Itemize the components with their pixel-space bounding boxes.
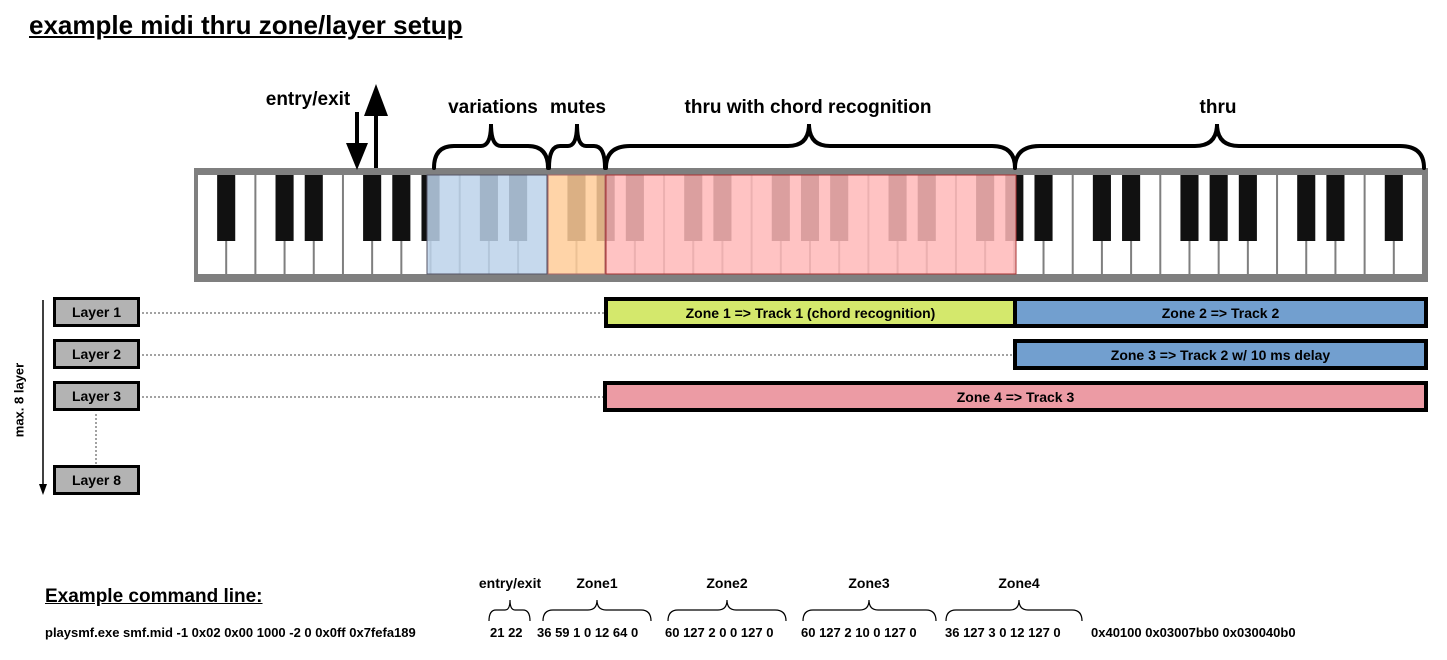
thru-label: thru xyxy=(1199,97,1237,118)
arrow-up-icon xyxy=(364,84,388,116)
page-title: example midi thru zone/layer setup xyxy=(29,10,463,40)
command-zone1-values: 36 59 1 0 12 64 0 xyxy=(537,625,639,640)
chord-region xyxy=(605,174,1017,275)
command-zone3-values: 60 127 2 10 0 127 0 xyxy=(801,625,917,640)
region-braces xyxy=(432,123,1426,170)
segment-label-entry-exit: entry/exit xyxy=(478,575,542,591)
entry-exit-label: entry/exit xyxy=(265,89,351,110)
chord-recognition-label: thru with chord recognition xyxy=(684,97,932,118)
layer-3: Layer 3 xyxy=(53,381,140,411)
black-key xyxy=(1092,175,1111,241)
black-key xyxy=(217,175,236,241)
variations-label: variations xyxy=(448,97,538,118)
command-zone4-values: 36 127 3 0 12 127 0 xyxy=(945,625,1061,640)
segment-label-zone4: Zone4 xyxy=(998,575,1040,591)
black-key xyxy=(1034,175,1053,241)
entry-exit-arrows xyxy=(346,84,388,170)
layer-8: Layer 8 xyxy=(53,465,140,495)
max-layer-label: max. 8 layer xyxy=(11,362,27,438)
mutes-label: mutes xyxy=(550,97,606,118)
command-heading: Example command line: xyxy=(45,586,263,607)
black-key xyxy=(1238,175,1257,241)
black-key xyxy=(1122,175,1141,241)
segment-label-zone1: Zone1 xyxy=(576,575,618,591)
command-zone2-values: 60 127 2 0 0 127 0 xyxy=(665,625,774,640)
black-key xyxy=(392,175,411,241)
black-key xyxy=(1326,175,1345,241)
black-key xyxy=(1209,175,1228,241)
zone-2-bar: Zone 2 => Track 2 xyxy=(1013,297,1428,328)
layer-2: Layer 2 xyxy=(53,339,140,369)
variations-region xyxy=(426,174,548,275)
black-key xyxy=(1180,175,1199,241)
zone-1-bar: Zone 1 => Track 1 (chord recognition) xyxy=(604,297,1017,328)
black-key xyxy=(363,175,382,241)
command-braces xyxy=(488,599,1083,622)
black-key xyxy=(304,175,323,241)
zone-3-bar: Zone 3 => Track 2 w/ 10 ms delay xyxy=(1013,339,1428,370)
layer-count-arrow xyxy=(39,300,47,495)
command-prefix: playsmf.exe smf.mid -1 0x02 0x00 1000 -2… xyxy=(45,625,416,640)
keyboard xyxy=(194,168,1428,282)
command-suffix: 0x40100 0x03007bb0 0x030040b0 xyxy=(1091,625,1296,640)
black-key xyxy=(1384,175,1403,241)
mutes-region xyxy=(547,174,606,275)
segment-label-zone2: Zone2 xyxy=(706,575,748,591)
zone-4-bar: Zone 4 => Track 3 xyxy=(603,381,1428,412)
layer-connectors xyxy=(95,312,1013,464)
command-entry-exit-values: 21 22 xyxy=(490,625,523,640)
black-key xyxy=(275,175,294,241)
arrow-down-icon xyxy=(346,143,368,170)
black-key xyxy=(1297,175,1316,241)
layer-1: Layer 1 xyxy=(53,297,140,327)
segment-label-zone3: Zone3 xyxy=(848,575,890,591)
